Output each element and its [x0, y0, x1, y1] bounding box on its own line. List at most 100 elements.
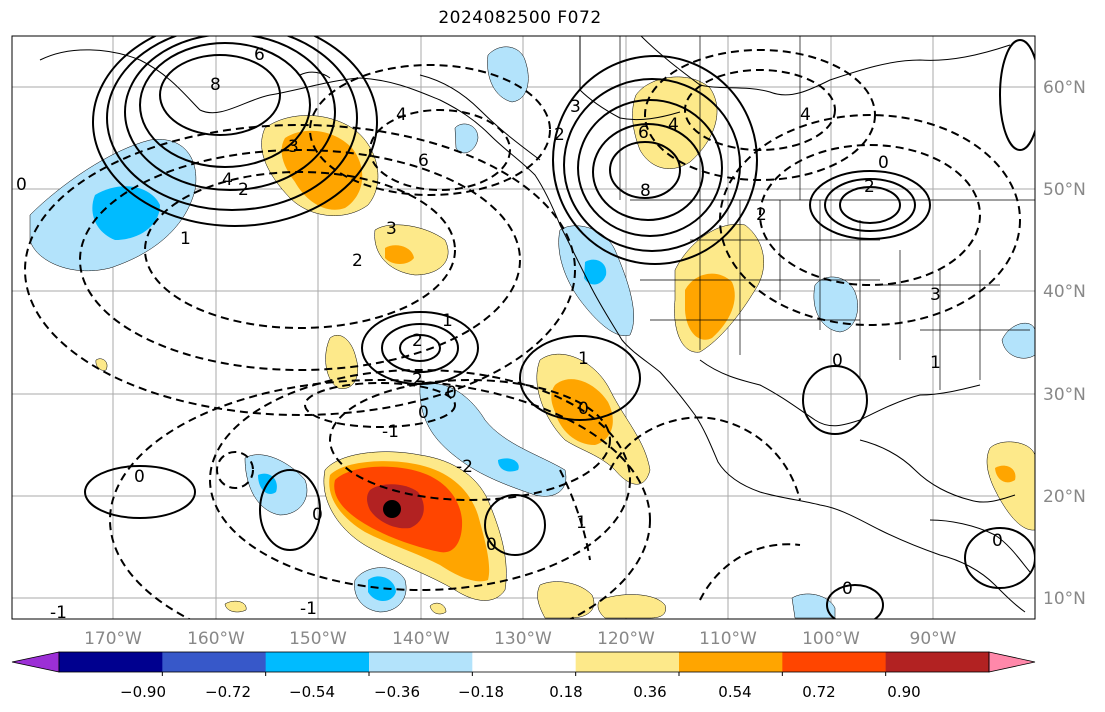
- colorbar-extension-min: [11, 651, 60, 673]
- political-boundaries: [619, 36, 1035, 390]
- contour-label: -1: [382, 422, 399, 442]
- map-title: 2024082500 F072: [438, 8, 602, 28]
- lat-label: 50°N: [1043, 180, 1086, 200]
- colorbar-segment: [162, 652, 267, 672]
- contour-label: 0: [134, 467, 145, 487]
- negative-anomaly-shading: [92, 186, 160, 240]
- lat-label: 40°N: [1043, 282, 1086, 302]
- lat-label: 30°N: [1043, 385, 1086, 405]
- negative-anomaly-shading: [419, 383, 567, 497]
- negative-anomaly-shading: [1001, 322, 1035, 359]
- contour-label: 6: [254, 45, 265, 65]
- positive-anomaly-shading: [986, 441, 1035, 531]
- contour-label: 0: [878, 153, 889, 173]
- colorbar-tick-label: 0.72: [802, 683, 835, 701]
- negative-anomaly-shading: [813, 276, 858, 333]
- colorbar-tick-label: 0.90: [887, 683, 920, 701]
- lon-label: 100°W: [802, 629, 860, 649]
- colorbar-segment: [369, 652, 473, 672]
- colorbar-segment: [782, 652, 887, 672]
- colorbar-tick-label: −0.18: [458, 683, 504, 701]
- positive-contours: [84, 36, 1035, 619]
- contour-label: 0: [486, 535, 497, 555]
- latitude-labels: 60°N 50°N 40°N 30°N 20°N 10°N: [1043, 78, 1086, 609]
- contour-value-labels: 6 8 4 2 3 1 4 6 3 2 3 2 6 8 4 2 4 2 0 3 …: [16, 45, 1003, 623]
- contour-label: 3: [386, 219, 397, 239]
- contour-label: 0: [418, 403, 429, 423]
- colorbar-tick-label: −0.54: [289, 683, 335, 701]
- contour-label: 2: [864, 177, 875, 197]
- colorbar-tick-label: −0.90: [120, 683, 166, 701]
- coastlines: [39, 36, 1031, 613]
- lon-label: 150°W: [289, 629, 347, 649]
- map-frame: [11, 35, 1036, 620]
- negative-anomaly-shading: [487, 46, 529, 103]
- contour-label: 6: [418, 151, 429, 171]
- colorbar-segment: [885, 652, 990, 672]
- contour-label: 0: [446, 383, 457, 403]
- lon-label: 130°W: [494, 629, 552, 649]
- contour-label: 0: [842, 579, 853, 599]
- colorbar-border: [58, 651, 990, 673]
- contour-label: 0: [16, 175, 27, 195]
- colorbar-segment: [472, 652, 577, 672]
- colorbar-segment: [265, 652, 370, 672]
- positive-anomaly-shading: [224, 600, 247, 613]
- longitude-labels: 170°W 160°W 150°W 140°W 130°W 120°W 110°…: [84, 629, 957, 649]
- colorbar: [11, 651, 1036, 676]
- storm-center-marker: [383, 500, 401, 518]
- lon-label: 110°W: [699, 629, 757, 649]
- contour-label: 0: [578, 399, 589, 419]
- lat-label: 60°N: [1043, 78, 1086, 98]
- negative-anomaly-shading: [791, 593, 836, 619]
- contour-label: 2: [238, 180, 249, 200]
- contour-label: 0: [992, 531, 1003, 551]
- contour-label: 1: [578, 349, 589, 369]
- contour-label: 2: [412, 370, 423, 390]
- contour-label: 3: [930, 285, 941, 305]
- negative-anomaly-shading: [368, 576, 396, 601]
- shaded-anomalies: [29, 46, 1035, 619]
- negative-anomaly-shading: [584, 259, 607, 285]
- lon-label: 160°W: [187, 629, 245, 649]
- contour-label: 4: [668, 115, 679, 135]
- colorbar-tick-label: −0.72: [205, 683, 251, 701]
- positive-anomaly-shading: [325, 334, 358, 389]
- negative-contours: [24, 49, 1021, 619]
- contour-label: 8: [210, 75, 221, 95]
- contour-label: -1: [300, 599, 317, 619]
- negative-anomaly-shading: [498, 458, 519, 472]
- colorbar-segment: [59, 652, 163, 672]
- contour-label: 2: [352, 251, 363, 271]
- lat-label: 10°N: [1043, 589, 1086, 609]
- contour-label: 3: [288, 137, 299, 157]
- contour-label: 1: [442, 311, 453, 331]
- contour-label: 4: [222, 170, 233, 190]
- contour-label: -2: [456, 457, 473, 477]
- positive-anomaly-shading: [537, 581, 595, 619]
- colorbar-segment: [679, 652, 783, 672]
- contour-label: 0: [832, 351, 843, 371]
- contour-label: 3: [570, 97, 581, 117]
- contour-label: 6: [638, 123, 649, 143]
- lon-label: 170°W: [84, 629, 142, 649]
- colorbar-segment: [575, 652, 680, 672]
- contour-label: 2: [756, 205, 767, 225]
- contour-label: 1: [180, 229, 191, 249]
- lat-label: 20°N: [1043, 487, 1086, 507]
- colorbar-tick-label: 0.54: [718, 683, 751, 701]
- positive-anomaly-shading: [429, 602, 447, 615]
- contour-label: 8: [640, 181, 651, 201]
- colorbar-tick-labels: −0.90 −0.72 −0.54 −0.36 −0.18 0.18 0.36 …: [120, 683, 921, 701]
- contour-label: 4: [396, 105, 407, 125]
- positive-anomaly-shading: [95, 358, 108, 371]
- contour-label: 1: [576, 513, 587, 533]
- lon-label: 140°W: [392, 629, 450, 649]
- colorbar-tick-label: −0.36: [374, 683, 420, 701]
- colorbar-tick-label: 0.36: [633, 683, 666, 701]
- contour-label: -1: [50, 603, 67, 623]
- positive-anomaly-shading: [597, 594, 666, 619]
- positive-anomaly-shading: [685, 273, 735, 340]
- positive-anomaly-shading: [995, 465, 1016, 483]
